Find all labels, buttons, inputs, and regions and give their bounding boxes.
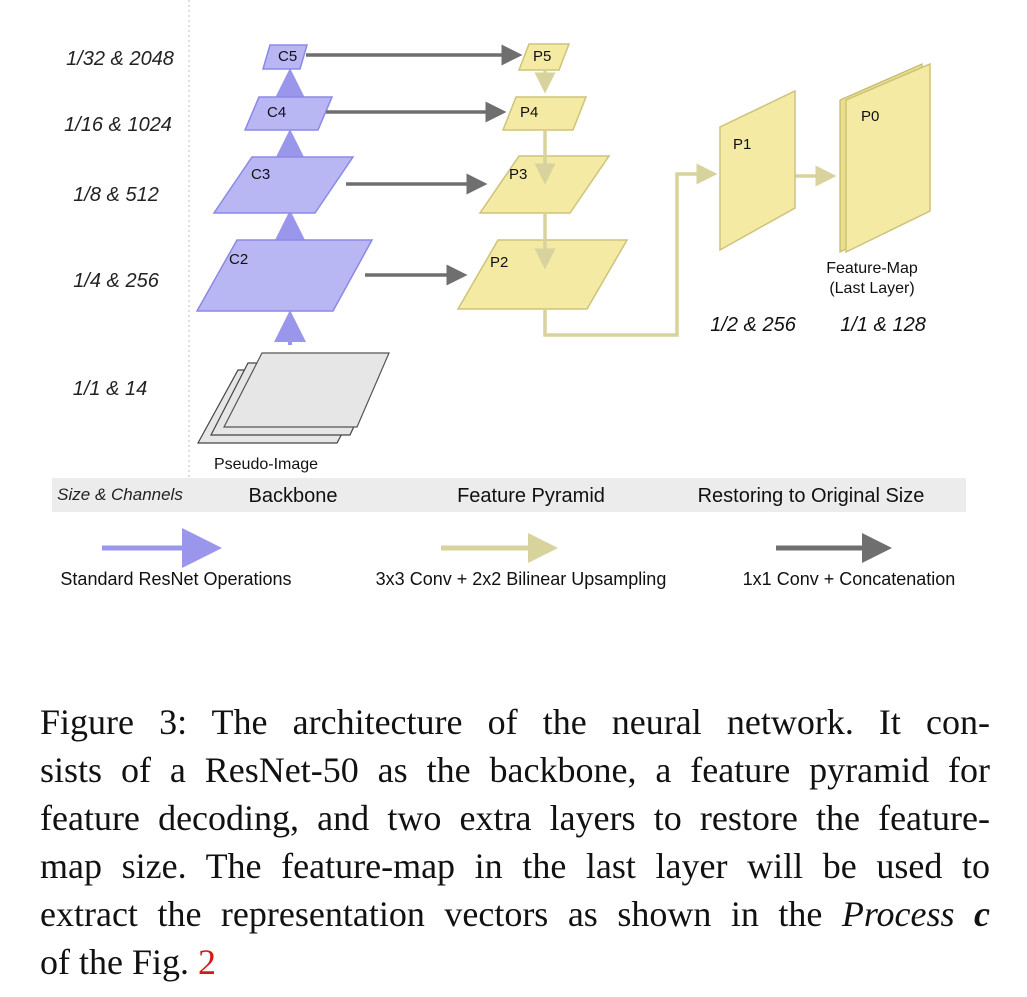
layer-p2 bbox=[456, 239, 629, 310]
layer-c5 bbox=[262, 44, 308, 70]
size-label-p0: 1/1 & 128 bbox=[840, 314, 926, 336]
figure-caption: Figure 3: The architecture of the neural… bbox=[40, 698, 990, 986]
label-p5: P5 bbox=[533, 48, 551, 65]
legend-label-conv: 1x1 Conv + Concatenation bbox=[743, 569, 956, 589]
section-bar bbox=[52, 478, 966, 512]
pseudo-image-label: Pseudo-Image bbox=[214, 456, 318, 473]
label-p0: P0 bbox=[861, 108, 879, 125]
upsample-arrow-p2-p1 bbox=[543, 163, 718, 337]
layer-p3 bbox=[478, 155, 611, 214]
caption-line-6: of the Fig. 2 bbox=[40, 938, 990, 986]
caption-line-6-text: of the Fig. bbox=[40, 942, 198, 982]
caption-process-term: Process bbox=[841, 894, 955, 934]
caption-line-5: extract the representation vectors as sh… bbox=[40, 890, 990, 938]
layer-c2 bbox=[195, 239, 374, 312]
label-p2: P2 bbox=[490, 254, 508, 271]
label-c5: C5 bbox=[278, 48, 297, 65]
layer-p0 bbox=[839, 62, 931, 254]
section-backbone: Backbone bbox=[249, 485, 338, 507]
layer-p4 bbox=[501, 96, 588, 131]
label-p4: P4 bbox=[520, 104, 538, 121]
legend-label-resnet: Standard ResNet Operations bbox=[60, 569, 291, 589]
pseudo-image-stack bbox=[196, 352, 390, 444]
caption-line-4: map size. The feature-map in the last la… bbox=[40, 846, 990, 886]
legend: Standard ResNet Operations 3x3 Conv + 2x… bbox=[60, 528, 956, 589]
row-label-c2: 1/4 & 256 bbox=[73, 270, 160, 292]
architecture-diagram: 1/32 & 2048 1/16 & 1024 1/8 & 512 1/4 & … bbox=[52, 0, 966, 589]
size-label-p1: 1/2 & 256 bbox=[710, 314, 797, 336]
section-size-channels: Size & Channels bbox=[57, 485, 183, 504]
label-p3: P3 bbox=[509, 166, 527, 183]
caption-line-2: sists of a ResNet-50 as the backbone, a … bbox=[40, 750, 990, 790]
caption-line-5-text: extract the representation vectors as sh… bbox=[40, 894, 842, 934]
row-label-input: 1/1 & 14 bbox=[73, 378, 148, 400]
row-label-c5: 1/32 & 2048 bbox=[66, 48, 174, 70]
pyramid-layers bbox=[456, 43, 629, 310]
label-c2: C2 bbox=[229, 251, 248, 268]
layer-c4 bbox=[243, 96, 334, 131]
caption-line-3: feature decoding, and two extra layers t… bbox=[40, 798, 990, 838]
caption-line-1: Figure 3: The architecture of the neural… bbox=[40, 702, 990, 742]
layer-c3 bbox=[212, 156, 355, 214]
section-restoring: Restoring to Original Size bbox=[698, 485, 925, 507]
section-feature-pyramid: Feature Pyramid bbox=[457, 485, 605, 507]
row-label-c3: 1/8 & 512 bbox=[73, 184, 159, 206]
backbone-layers bbox=[195, 44, 374, 312]
caption-process-letter: c bbox=[974, 894, 991, 934]
layer-p1 bbox=[719, 89, 796, 252]
legend-label-upsampling: 3x3 Conv + 2x2 Bilinear Upsampling bbox=[376, 569, 667, 589]
row-label-c4: 1/16 & 1024 bbox=[64, 114, 172, 136]
feature-map-label-line1: Feature-Map bbox=[826, 260, 918, 277]
caption-figure-link[interactable]: 2 bbox=[198, 942, 216, 982]
label-c4: C4 bbox=[267, 104, 286, 121]
label-p1: P1 bbox=[733, 136, 751, 153]
label-c3: C3 bbox=[251, 166, 270, 183]
feature-map-label-line2: (Last Layer) bbox=[829, 280, 914, 297]
